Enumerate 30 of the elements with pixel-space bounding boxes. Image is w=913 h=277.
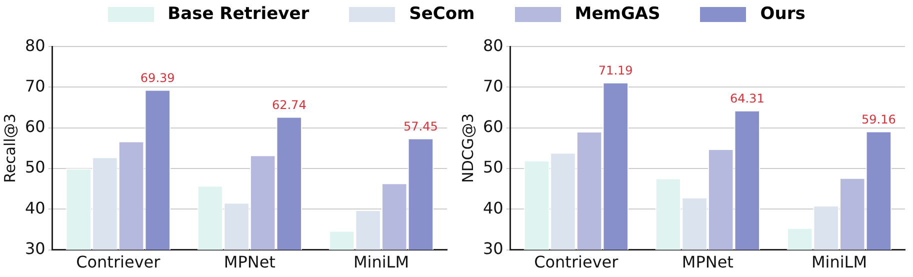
y-tick-label: 50	[25, 158, 46, 177]
y-tick-label: 70	[25, 76, 46, 96]
x-tick-label: MiniLM	[353, 252, 410, 272]
legend-label: MemGAS	[574, 4, 660, 24]
y-tick-label: 50	[483, 158, 504, 177]
x-tick-label: MPNet	[224, 252, 276, 272]
y-axis-title: Recall@3	[0, 114, 19, 183]
data-label: 59.16	[862, 112, 896, 126]
y-axis-title: NDCG@3	[458, 113, 477, 183]
y-tick-label: 30	[483, 238, 504, 258]
y-tick-label: 60	[25, 117, 46, 136]
legend-label: Base Retriever	[168, 4, 310, 24]
data-label: 69.39	[140, 70, 175, 85]
y-tick-label: 70	[483, 76, 504, 96]
x-tick-label: Contriever	[76, 252, 161, 272]
y-tick-label: 80	[25, 36, 46, 55]
legend-label: Ours	[760, 4, 806, 24]
data-label: 62.74	[272, 98, 306, 112]
data-label: 71.19	[598, 64, 633, 78]
x-tick-label: MiniLM	[811, 252, 868, 272]
y-tick-label: 40	[483, 198, 504, 218]
y-tick-label: 60	[483, 117, 504, 136]
y-tick-label: 40	[25, 198, 46, 218]
legend-label: SeCom	[409, 4, 475, 24]
x-tick-label: MPNet	[682, 252, 734, 272]
data-label: 57.45	[404, 119, 438, 134]
data-label: 64.31	[730, 91, 764, 106]
y-tick-label: 30	[25, 238, 46, 258]
x-tick-label: Contriever	[534, 252, 619, 272]
y-tick-label: 80	[483, 36, 504, 55]
